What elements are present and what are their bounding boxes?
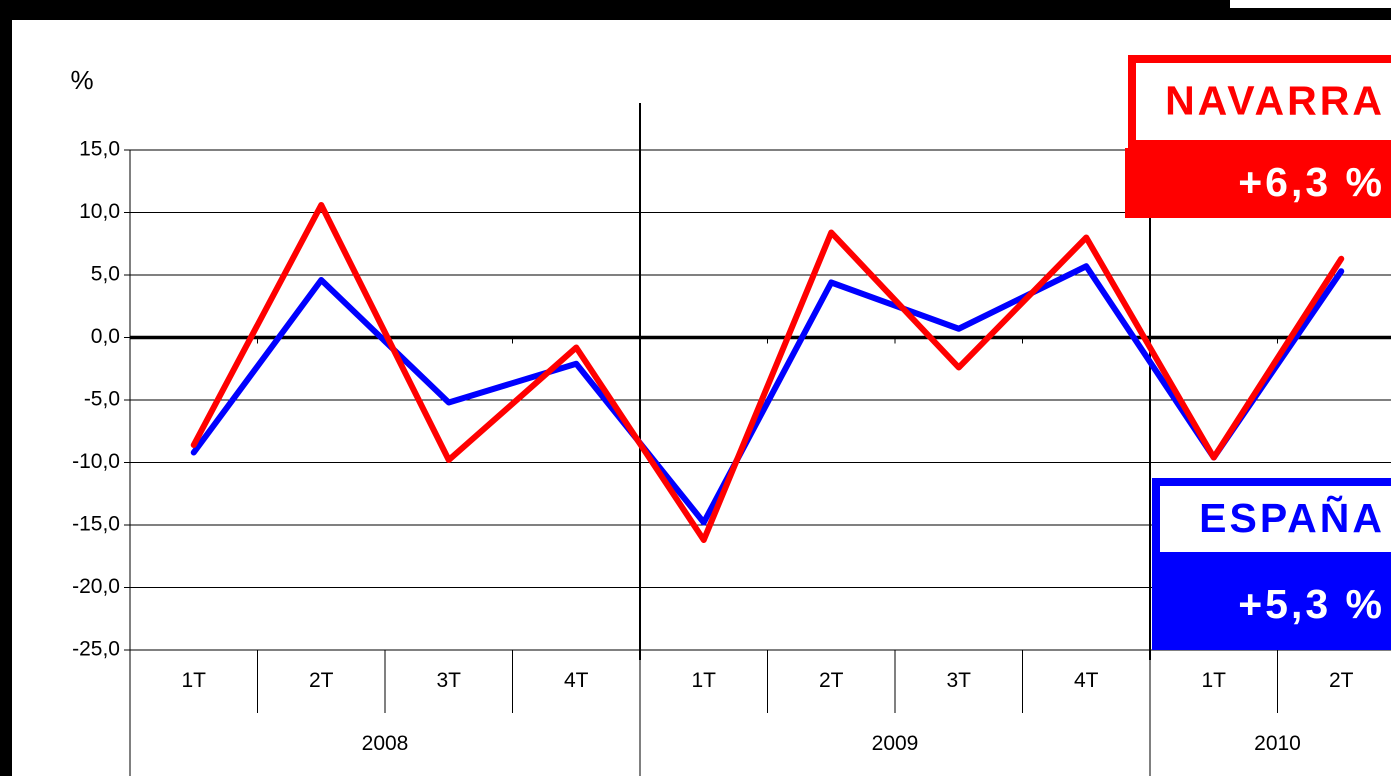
x-tick-label: 4T xyxy=(564,669,589,692)
x-tick-label: 1T xyxy=(1201,669,1226,692)
annotation-label: +6,3 % xyxy=(1238,159,1385,205)
series-line xyxy=(190,202,1345,543)
x-tick-label: 4T xyxy=(1074,669,1099,692)
y-tick-label: 5,0 xyxy=(91,263,120,286)
y-tick-label: -10,0 xyxy=(72,450,120,473)
y-tick-label: -5,0 xyxy=(84,388,120,411)
x-tick-label: 2T xyxy=(309,669,334,692)
legend-box xyxy=(1128,55,1391,148)
x-tick-label: 3T xyxy=(946,669,971,692)
annotation-box xyxy=(1152,560,1391,650)
x-tick-label: 1T xyxy=(691,669,716,692)
x-tick-label: 1T xyxy=(181,669,206,692)
y-tick-label: -15,0 xyxy=(72,513,120,536)
y-tick-label: 10,0 xyxy=(79,200,120,223)
series-line xyxy=(190,263,1345,526)
y-tick-label: 15,0 xyxy=(79,138,120,161)
x-group-label: 2010 xyxy=(1254,732,1301,755)
legend-label: ESPAÑA xyxy=(1199,495,1385,541)
x-tick-label: 2T xyxy=(1329,669,1354,692)
annotation-box xyxy=(1125,148,1391,218)
legend-label: NAVARRA xyxy=(1165,77,1385,123)
x-tick-label: 2T xyxy=(819,669,844,692)
y-axis-label: % xyxy=(70,65,93,95)
x-tick-label: 3T xyxy=(436,669,461,692)
y-tick-label: 0,0 xyxy=(91,325,120,348)
corner-patch xyxy=(1230,0,1391,8)
x-group-label: 2008 xyxy=(362,732,409,755)
annotation-label: +5,3 % xyxy=(1238,581,1385,627)
y-tick-label: -20,0 xyxy=(72,575,120,598)
y-tick-label: -25,0 xyxy=(72,638,120,661)
x-group-label: 2009 xyxy=(872,732,919,755)
legend-box xyxy=(1152,478,1391,560)
